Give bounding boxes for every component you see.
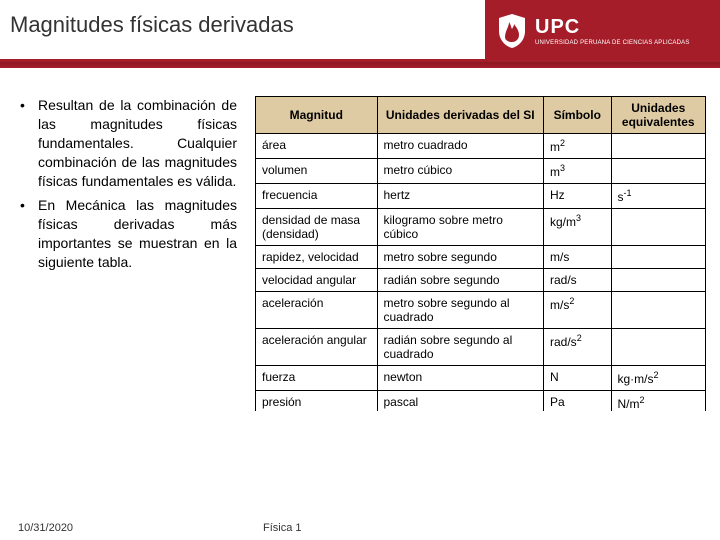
table-cell: velocidad angular: [256, 269, 378, 292]
content-area: • Resultan de la combinación de las magn…: [0, 68, 720, 498]
table-cell: fuerza: [256, 366, 378, 391]
table-cell: rad/s2: [544, 329, 612, 366]
table-cell: densidad de masa (densidad): [256, 209, 378, 246]
table-header-cell: Unidades equivalentes: [611, 97, 706, 134]
logo-subtitle: UNIVERSIDAD PERUANA DE CIENCIAS APLICADA…: [535, 40, 690, 46]
table-cell: [611, 329, 706, 366]
table-cell: m/s2: [544, 292, 612, 329]
table-row: volumenmetro cúbicom3: [256, 159, 706, 184]
table-cell: rapidez, velocidad: [256, 246, 378, 269]
table-header-cell: Unidades derivadas del SI: [377, 97, 544, 134]
logo-text: UPC UNIVERSIDAD PERUANA DE CIENCIAS APLI…: [535, 17, 690, 46]
shield-icon: [495, 11, 529, 51]
bullet-marker: •: [20, 196, 38, 272]
table-body: áreametro cuadradom2volumenmetro cúbicom…: [256, 134, 706, 412]
table-cell: m/s: [544, 246, 612, 269]
table-cell: volumen: [256, 159, 378, 184]
table-head: MagnitudUnidades derivadas del SISímbolo…: [256, 97, 706, 134]
table-cell: radián sobre segundo al cuadrado: [377, 329, 544, 366]
slide-footer: 10/31/2020 Física 1: [18, 522, 708, 534]
table-wrap: MagnitudUnidades derivadas del SISímbolo…: [255, 96, 706, 498]
table-cell: [611, 134, 706, 159]
bullet-column: • Resultan de la combinación de las magn…: [20, 96, 255, 498]
table-cell: metro cúbico: [377, 159, 544, 184]
table-cell: [611, 209, 706, 246]
table-cell: radián sobre segundo: [377, 269, 544, 292]
table-row: densidad de masa (densidad)kilogramo sob…: [256, 209, 706, 246]
table-cell: rad/s: [544, 269, 612, 292]
table-cell: metro sobre segundo al cuadrado: [377, 292, 544, 329]
table-cell: frecuencia: [256, 184, 378, 209]
table-cell: newton: [377, 366, 544, 391]
logo-block: UPC UNIVERSIDAD PERUANA DE CIENCIAS APLI…: [485, 0, 720, 62]
table-cell: kg·m/s2: [611, 366, 706, 391]
table-cell: kilogramo sobre metro cúbico: [377, 209, 544, 246]
table-row: aceleración angularradián sobre segundo …: [256, 329, 706, 366]
bullet-list: • Resultan de la combinación de las magn…: [20, 96, 237, 272]
table-cell: área: [256, 134, 378, 159]
table-cell: presión: [256, 391, 378, 412]
table-cell: Hz: [544, 184, 612, 209]
table-header-cell: Símbolo: [544, 97, 612, 134]
table-cell: hertz: [377, 184, 544, 209]
table-header-cell: Magnitud: [256, 97, 378, 134]
table-cell: N: [544, 366, 612, 391]
table-cell: metro sobre segundo: [377, 246, 544, 269]
table-cell: s-1: [611, 184, 706, 209]
table-row: áreametro cuadradom2: [256, 134, 706, 159]
logo-acronym: UPC: [535, 17, 690, 37]
table-cell: m2: [544, 134, 612, 159]
table-row: fuerzanewtonNkg·m/s2: [256, 366, 706, 391]
table-cell: Pa: [544, 391, 612, 412]
table-cell: [611, 269, 706, 292]
table-cell: N/m2: [611, 391, 706, 412]
table-row: rapidez, velocidadmetro sobre segundom/s: [256, 246, 706, 269]
table-cell: pascal: [377, 391, 544, 412]
table-cell: m3: [544, 159, 612, 184]
table-cell: aceleración angular: [256, 329, 378, 366]
bullet-marker: •: [20, 96, 38, 190]
bullet-text: En Mecánica las magnitudes físicas deriv…: [38, 196, 237, 272]
bullet-text: Resultan de la combinación de las magnit…: [38, 96, 237, 190]
table-cell: [611, 292, 706, 329]
footer-center: Física 1: [263, 522, 302, 534]
table-row: aceleraciónmetro sobre segundo al cuadra…: [256, 292, 706, 329]
table-cell: aceleración: [256, 292, 378, 329]
slide-header: Magnitudes físicas derivadas UPC UNIVERS…: [0, 0, 720, 62]
footer-date: 10/31/2020: [18, 522, 73, 534]
list-item: • En Mecánica las magnitudes físicas der…: [20, 196, 237, 272]
table-row: frecuenciahertzHzs-1: [256, 184, 706, 209]
table-row: presiónpascalPaN/m2: [256, 391, 706, 412]
table-row: velocidad angularradián sobre segundorad…: [256, 269, 706, 292]
table-cell: [611, 246, 706, 269]
list-item: • Resultan de la combinación de las magn…: [20, 96, 237, 190]
table-cell: [611, 159, 706, 184]
table-cell: metro cuadrado: [377, 134, 544, 159]
magnitudes-table: MagnitudUnidades derivadas del SISímbolo…: [255, 96, 706, 411]
table-cell: kg/m3: [544, 209, 612, 246]
